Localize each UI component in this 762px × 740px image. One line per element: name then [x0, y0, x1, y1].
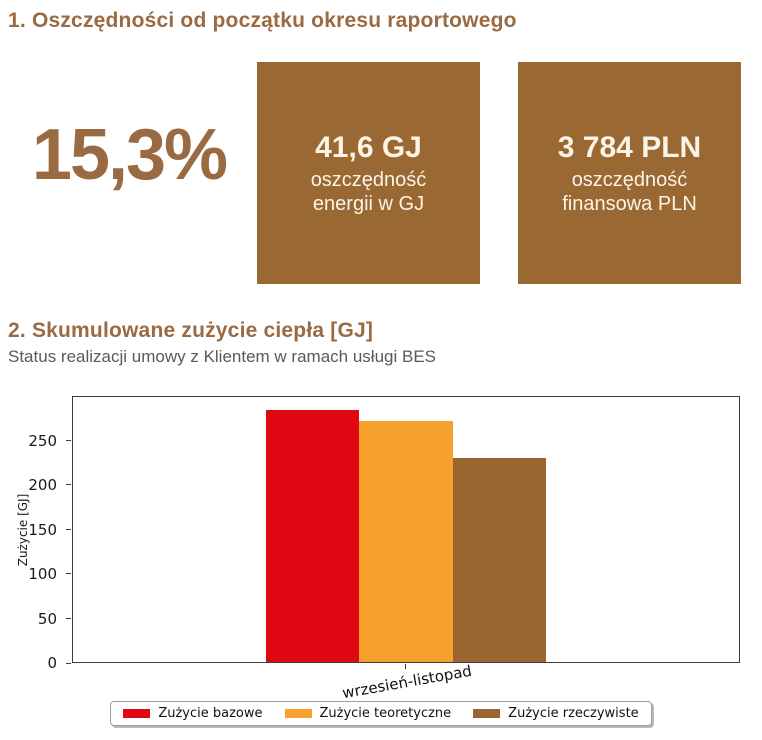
financial-savings-caption-line1: oszczędność — [571, 168, 688, 191]
legend-label: Zużycie teoretyczne — [319, 706, 452, 721]
section1-heading: 1. Oszczędności od początku okresu rapor… — [8, 9, 517, 32]
legend-item: Zużycie bazowe — [123, 706, 263, 721]
bar-teoretyczne — [359, 421, 453, 662]
legend-swatch-icon — [123, 709, 151, 718]
y-tick-mark — [66, 484, 71, 486]
legend-label: Zużycie bazowe — [158, 706, 263, 721]
legend-item: Zużycie teoretyczne — [284, 706, 452, 721]
y-tick-label: 0 — [47, 654, 57, 672]
y-tick-mark — [66, 529, 71, 530]
y-tick-mark — [66, 618, 71, 619]
legend-row: Zużycie bazowe Zużycie teoretyczne Zużycie… — [0, 701, 762, 726]
financial-savings-caption-line2: finansowa PLN — [562, 192, 697, 215]
energy-savings-value: 41,6 GJ — [315, 130, 422, 164]
energy-savings-card: 41,6 GJ oszczędność energii w GJ — [257, 62, 480, 284]
savings-percent-value: 15,3% — [31, 115, 228, 195]
section2-subtitle: Status realizacji umowy z Klientem w ram… — [8, 347, 436, 366]
y-tick-label: 250 — [28, 431, 57, 450]
y-tick-mark — [66, 573, 71, 575]
x-tick-mark — [405, 664, 406, 669]
financial-savings-value: 3 784 PLN — [557, 130, 702, 164]
y-axis: 0 50 100 150 200 250 — [0, 396, 72, 672]
y-tick-mark — [66, 439, 71, 441]
legend-swatch-icon — [473, 709, 501, 718]
section2-heading: 2. Skumulowane zużycie ciepła [GJ] — [8, 319, 374, 342]
y-tick-label: 50 — [37, 609, 57, 628]
chart-legend: Zużycie bazowe Zużycie teoretyczne Zużycie… — [110, 701, 652, 726]
y-tick-label: 100 — [28, 565, 57, 583]
energy-savings-caption-line2: energii w GJ — [312, 192, 425, 215]
financial-savings-card: 3 784 PLN oszczędność finansowa PLN — [518, 62, 741, 284]
energy-savings-caption-line1: oszczędność — [310, 168, 427, 191]
bar-bazowe — [266, 410, 360, 662]
y-tick-label: 150 — [28, 520, 57, 539]
plot-area — [72, 396, 740, 663]
heat-consumption-chart: Zużycie [GJ] 0 50 100 150 200 250 wrzesień-li… — [0, 385, 762, 740]
x-tick-label: wrzesień-listopad — [340, 661, 474, 703]
legend-item: Zużycie rzeczywiste — [473, 706, 639, 721]
y-tick-label: 200 — [28, 476, 57, 494]
legend-label: Zużycie rzeczywiste — [508, 706, 639, 721]
y-tick-mark — [66, 662, 71, 664]
bar-rzeczywiste — [452, 457, 546, 662]
legend-swatch-icon — [284, 709, 312, 718]
